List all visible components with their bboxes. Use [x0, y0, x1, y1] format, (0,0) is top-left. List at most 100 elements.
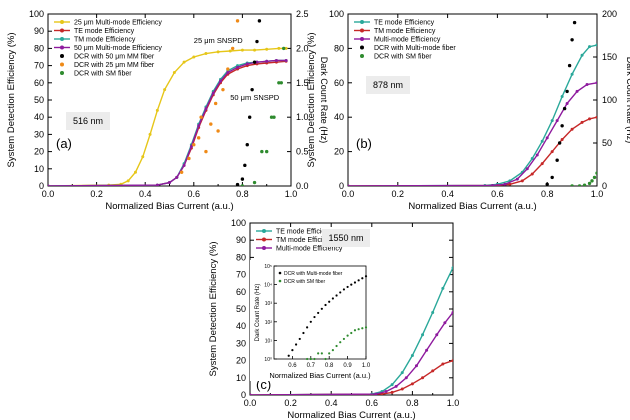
y2-tick-label: 50	[602, 138, 612, 148]
y-tick-label: 70	[236, 270, 246, 280]
data-point	[245, 62, 249, 66]
data-point	[565, 101, 569, 105]
y-axis-label: System Detection Efficiency (%)	[306, 33, 317, 168]
inset-y-tick-label: 10⁴	[264, 283, 272, 289]
inset-data-point	[313, 357, 316, 361]
data-point	[555, 119, 559, 123]
data-point	[199, 115, 203, 119]
data-point	[209, 122, 213, 126]
legend-swatch-marker	[262, 246, 266, 250]
y-tick-label: 10	[34, 164, 44, 174]
legend-swatch-marker	[262, 229, 266, 233]
data-point	[577, 184, 582, 186]
inset-data-point	[335, 294, 338, 297]
data-point	[196, 136, 201, 140]
text-label: 25 μm SNSPD	[194, 36, 244, 45]
inset-x-tick-label: 0.6	[288, 363, 297, 369]
data-point	[441, 362, 445, 366]
data-point	[530, 156, 534, 160]
data-point	[451, 359, 453, 363]
data-point	[172, 70, 176, 74]
data-point	[451, 310, 453, 314]
data-point	[550, 119, 554, 123]
legend-swatch-marker	[60, 54, 64, 58]
data-point	[384, 390, 388, 394]
legend-label: TM mode Efficiency	[374, 28, 436, 35]
inset-data-point	[328, 300, 331, 303]
data-point	[141, 155, 145, 159]
data-point	[421, 333, 425, 337]
x-tick-label: 0.4	[139, 189, 152, 199]
data-point	[282, 46, 286, 51]
x-tick-label: 0.8	[236, 189, 249, 199]
x-tick-label: 1.0	[285, 189, 298, 199]
series-tm-mode-efficiency	[250, 359, 453, 395]
legend-label: DCR with Multi-mode fiber	[374, 45, 456, 52]
y2-axis-label: Dark Count Rate (Hz)	[625, 57, 630, 144]
data-point	[247, 115, 252, 119]
x-axis-label: Normalized Bias Current (a.u.)	[105, 201, 233, 212]
series-layer	[250, 266, 453, 395]
inset-legend-marker	[278, 271, 282, 275]
legend-swatch-marker	[60, 20, 64, 24]
inset-data-point	[291, 349, 294, 352]
data-point	[168, 181, 171, 185]
data-point	[265, 47, 269, 51]
annotation-box	[66, 112, 110, 130]
inset-data-point	[350, 331, 353, 335]
series-line	[348, 116, 597, 186]
data-point	[550, 175, 554, 180]
inset-legend-label: DCR with SM fiber	[284, 279, 325, 285]
legend-swatch-marker	[360, 28, 364, 33]
legend-swatch-marker	[262, 237, 266, 242]
series-line	[348, 82, 597, 186]
x-tick-label: 0.2	[392, 189, 405, 199]
inset-data-point	[320, 352, 323, 355]
inset-y-tick-label: 10³	[265, 301, 273, 307]
data-point	[284, 58, 288, 62]
data-point	[277, 81, 281, 85]
data-point	[595, 81, 597, 85]
inset-data-point	[331, 297, 334, 300]
data-point	[265, 59, 269, 63]
y-tick-label: 0	[339, 181, 344, 191]
data-point	[570, 127, 574, 131]
x-axis-label: Normalized Bias Current (a.u.)	[287, 410, 415, 420]
inset-data-point	[361, 277, 364, 280]
data-point	[508, 182, 512, 186]
series-layer	[48, 19, 288, 186]
data-point	[567, 63, 572, 68]
data-point	[163, 88, 167, 92]
y-tick-label: 90	[236, 235, 246, 245]
data-point	[570, 184, 574, 186]
inset-data-point	[346, 334, 349, 337]
data-point	[555, 158, 559, 162]
y-tick-label: 20	[236, 356, 246, 366]
x-tick-label: 1.0	[447, 398, 460, 408]
data-point	[245, 143, 249, 147]
inset-data-point	[350, 283, 353, 286]
data-point	[204, 107, 208, 111]
data-point	[250, 393, 252, 395]
data-point	[204, 52, 208, 56]
legend-label: 25 μm Multi-mode Efficiency	[74, 20, 162, 27]
legend-swatch-marker	[60, 28, 64, 33]
data-point	[211, 91, 215, 95]
legend-label: Multi-mode Efficiency	[374, 37, 441, 44]
data-point	[187, 156, 191, 161]
y-tick-label: 80	[34, 43, 44, 53]
y2-tick-label: 200	[602, 9, 617, 19]
series-dcr-with-sm-fiber	[570, 171, 597, 186]
data-point	[545, 136, 549, 140]
y-tick-label: 80	[334, 43, 344, 53]
data-point	[279, 81, 283, 85]
data-point	[560, 138, 564, 142]
inset-x-tick-label: 0.9	[343, 363, 352, 369]
series-multi-mode-efficiency	[250, 310, 453, 395]
data-point	[192, 55, 196, 59]
y-tick-label: 50	[34, 95, 44, 105]
legend-label: TM mode Efficiency	[74, 37, 136, 44]
data-point	[390, 390, 394, 394]
data-point	[570, 72, 574, 76]
